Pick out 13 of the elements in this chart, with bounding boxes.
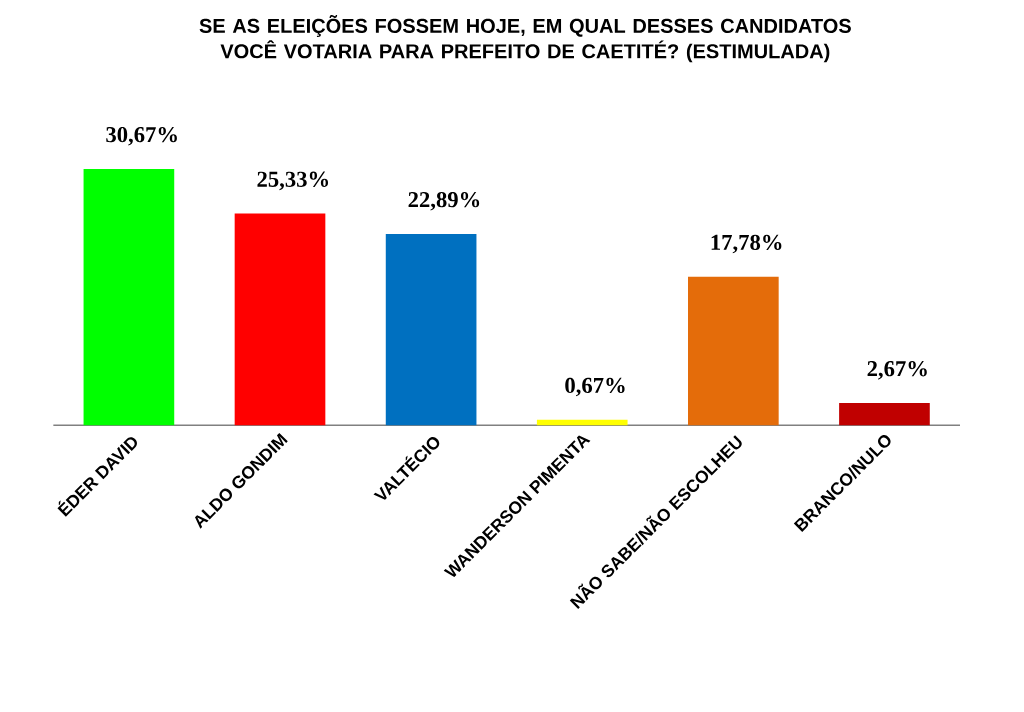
data-label: 17,78% [711, 234, 782, 254]
chart-title: SE AS ELEIÇÕES FOSSEM HOJE, EM QUAL DESSES CANDIDATOS VOCÊ VOTARIA PARA PREFEITO DE CAETITÉ? (ESTIMULADA) [199, 15, 851, 63]
data-label: 25,33% [257, 171, 329, 191]
bar [536, 419, 628, 426]
data-label: 22,89% [408, 191, 480, 211]
bar [83, 168, 175, 426]
data-label: 30,67% [106, 126, 177, 146]
bar [234, 213, 326, 426]
bar [385, 233, 477, 426]
data-label: 2,67% [867, 361, 927, 380]
bar [839, 403, 930, 426]
data-label: 0,67% [565, 377, 625, 397]
bar [688, 276, 779, 426]
